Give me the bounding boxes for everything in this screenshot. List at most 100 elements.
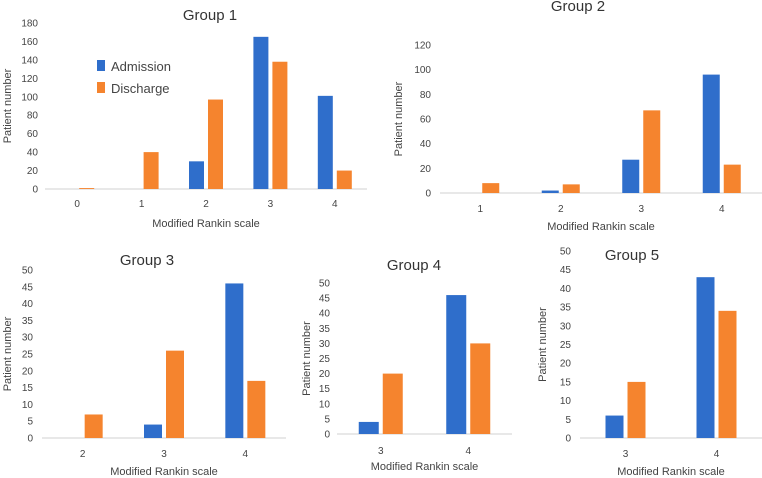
chart-5-ytick: 40 [560, 284, 572, 295]
chart-3-bar-admission-3 [144, 424, 162, 438]
chart-4-ytick: 25 [319, 354, 331, 365]
chart-2-bar-discharge-3 [643, 110, 661, 193]
chart-3-bar-discharge-3 [166, 350, 184, 438]
chart-1-bar-discharge-1 [143, 152, 159, 189]
chart-3-ytick: 20 [22, 366, 34, 377]
chart-1-xtick: 0 [74, 199, 80, 210]
legend-discharge-swatch [97, 82, 105, 93]
chart-5-ytick: 45 [560, 265, 572, 276]
chart-3-bar-discharge-2 [84, 414, 103, 438]
chart-4-bar-discharge-4 [470, 343, 491, 434]
chart-4-ytick: 50 [319, 279, 331, 290]
chart-4-ytick: 35 [319, 324, 331, 335]
chart-4-ytick: 30 [319, 339, 331, 350]
chart-1-ylabel: Patient number [2, 68, 14, 143]
chart-5-ytick: 0 [565, 434, 571, 445]
chart-2-ytick: 0 [425, 189, 431, 200]
chart-3-ytick: 10 [22, 400, 34, 411]
chart-5-xlabel: Modified Rankin scale [617, 466, 725, 478]
chart-1-bar-discharge-2 [208, 99, 223, 189]
chart-4-ytick: 10 [319, 399, 331, 410]
chart-1-bar-discharge-4 [336, 170, 352, 189]
chart-2-bar-discharge-1 [482, 183, 500, 193]
chart-4-ytick: 15 [319, 384, 331, 395]
chart-1-ytick: 160 [21, 37, 38, 48]
chart-5-bar-discharge-4 [718, 310, 737, 438]
chart-4-title: Group 4 [387, 257, 441, 274]
chart-2-bar-admission-4 [702, 74, 720, 193]
chart-1-ytick: 140 [21, 55, 38, 66]
chart-2-ytick: 80 [420, 90, 432, 101]
chart-3-ytick: 45 [22, 282, 34, 293]
chart-2-xlabel: Modified Rankin scale [547, 221, 655, 233]
chart-5-ytick: 5 [565, 415, 571, 426]
legend-discharge-label: Discharge [111, 81, 170, 96]
chart-2-title: Group 2 [551, 0, 605, 15]
chart-3-ytick: 40 [22, 299, 34, 310]
chart-2-bar-admission-2 [541, 190, 559, 193]
chart-1-ytick: 180 [21, 19, 38, 30]
chart-1-ytick: 80 [27, 111, 39, 122]
chart-3-xtick: 2 [80, 449, 86, 460]
chart-2-bar-admission-3 [622, 159, 640, 193]
chart-2-xtick: 4 [719, 204, 725, 215]
chart-1-bar-discharge-3 [272, 61, 288, 189]
chart-2-bar-discharge-2 [562, 184, 580, 193]
chart-4-ytick: 45 [319, 294, 331, 305]
chart-4-bar-admission-3 [358, 421, 379, 434]
chart-5-bar-admission-3 [605, 415, 624, 438]
chart-3-xtick: 3 [161, 449, 167, 460]
chart-5-ylabel: Patient number [537, 307, 549, 382]
chart-1-xtick: 1 [139, 199, 145, 210]
chart-1-ytick: 0 [32, 185, 38, 196]
chart-2-ytick: 100 [414, 65, 431, 76]
chart-4-ytick: 20 [319, 369, 331, 380]
chart-3-title: Group 3 [120, 252, 174, 269]
chart-3-xlabel: Modified Rankin scale [110, 466, 218, 478]
chart-1-ytick: 100 [21, 92, 38, 103]
chart-5-title: Group 5 [605, 247, 659, 264]
chart-4-xlabel: Modified Rankin scale [371, 461, 479, 473]
chart-2-xtick: 3 [638, 204, 644, 215]
chart-2-ylabel: Patient number [393, 81, 405, 156]
chart-1-xlabel: Modified Rankin scale [152, 218, 260, 230]
chart-3-ytick: 5 [27, 417, 33, 428]
chart-5-ytick: 50 [560, 247, 572, 258]
chart-1-ytick: 120 [21, 74, 38, 85]
chart-2-xtick: 2 [558, 204, 564, 215]
chart-4-ytick: 40 [319, 309, 331, 320]
chart-1-bar-admission-2 [189, 161, 204, 189]
chart-3-bar-discharge-4 [247, 380, 266, 438]
chart-4-xtick: 3 [378, 446, 384, 457]
chart-2-ytick: 40 [420, 139, 432, 150]
chart-1-xtick: 3 [268, 199, 274, 210]
chart-4-bar-admission-4 [446, 295, 467, 434]
chart-5-xtick: 3 [623, 449, 629, 460]
chart-3-xtick: 4 [243, 449, 249, 460]
chart-4-xtick: 4 [465, 446, 471, 457]
chart-3-ylabel: Patient number [2, 316, 14, 391]
chart-2-ytick: 60 [420, 115, 432, 126]
legend-admission-swatch [97, 60, 105, 71]
chart-3-bar-admission-4 [225, 283, 244, 438]
chart-2-xtick: 1 [477, 204, 483, 215]
chart-5-ytick: 15 [560, 377, 572, 388]
chart-2-bar-discharge-4 [723, 164, 741, 193]
chart-1-ytick: 20 [27, 166, 39, 177]
chart-1-bar-admission-3 [253, 36, 269, 190]
chart-5-xtick: 4 [714, 449, 720, 460]
chart-3-ytick: 25 [22, 350, 34, 361]
legend-admission-label: Admission [111, 59, 171, 74]
chart-5-ytick: 30 [560, 321, 572, 332]
chart-5-ytick: 25 [560, 340, 572, 351]
chart-4-ylabel: Patient number [301, 321, 313, 396]
chart-5-ytick: 10 [560, 396, 572, 407]
chart-2-ytick: 20 [420, 164, 432, 175]
chart-3-ytick: 35 [22, 316, 34, 327]
chart-2-ytick: 120 [414, 41, 431, 52]
chart-5-bar-admission-4 [696, 277, 715, 438]
chart-5-ytick: 35 [560, 303, 572, 314]
chart-4-ytick: 5 [324, 414, 330, 425]
chart-5-ytick: 20 [560, 359, 572, 370]
chart-3-ytick: 0 [27, 434, 33, 445]
